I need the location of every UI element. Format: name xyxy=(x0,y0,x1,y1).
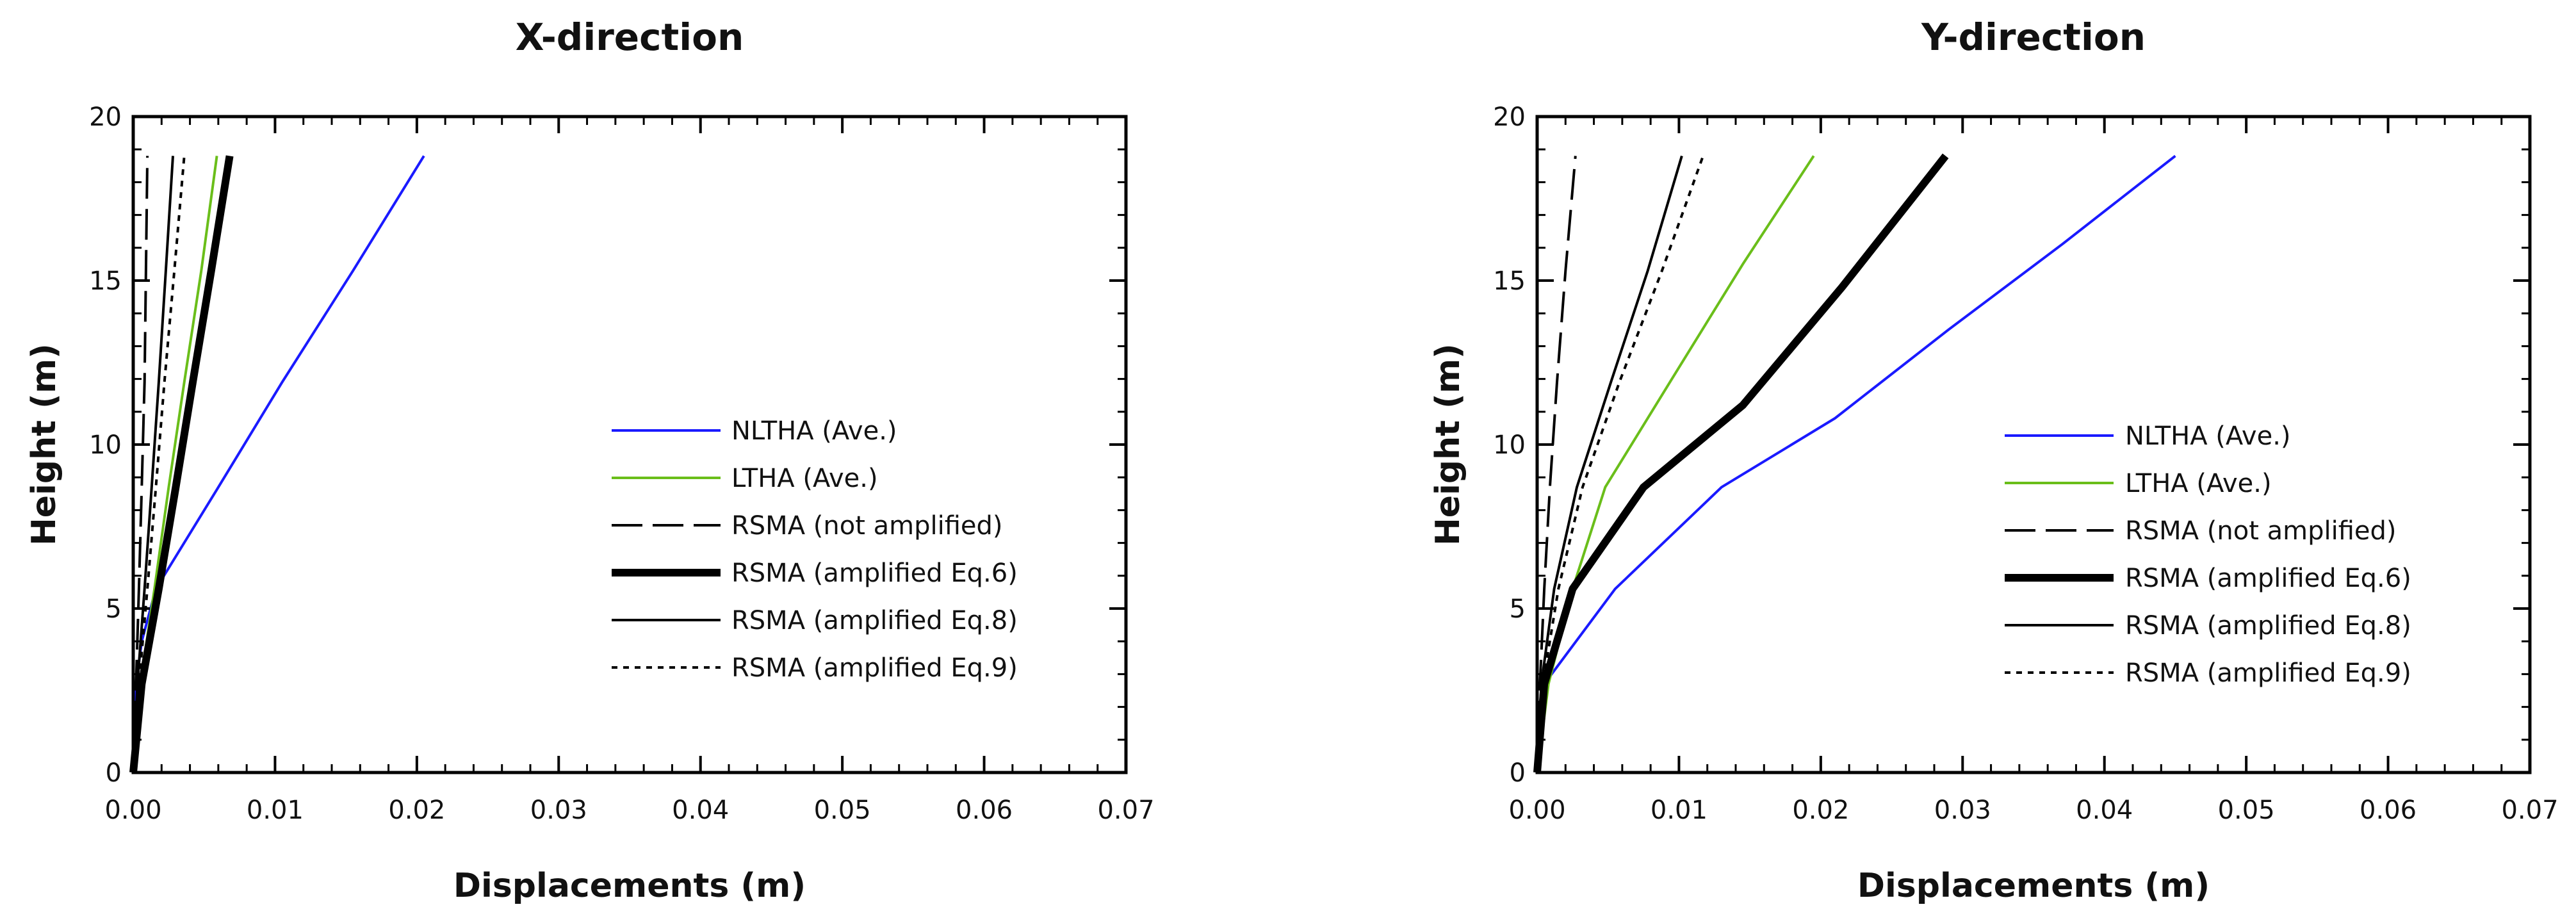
series-line-nltha-ave xyxy=(1536,154,2176,773)
series-group xyxy=(1533,153,2176,773)
series-line-rsma-not-amplified xyxy=(132,156,149,773)
series-line-rsma-amplified-eq-8 xyxy=(132,156,174,773)
legend-label: RSMA (not amplified) xyxy=(2125,516,2397,546)
chart-x-direction: X-direction 0.00 0.01 0.02 0.03 0.04 0.05 0.06 0… xyxy=(25,15,1155,905)
y-tick-label: 0 xyxy=(106,758,122,788)
y-tick-label: 10 xyxy=(1493,430,1526,460)
x-tick-label: 0.02 xyxy=(388,796,445,825)
legend: NLTHA (Ave.) LTHA (Ave.) RSMA (not amplifi… xyxy=(612,416,1018,683)
legend-label: RSMA (amplified Eq.8) xyxy=(731,606,1018,635)
x-tick-label: 0.05 xyxy=(2218,796,2275,825)
x-tick-label: 0.03 xyxy=(530,796,587,825)
series-line-rsma-amplified-eq-6 xyxy=(129,155,234,773)
series-group xyxy=(129,155,425,773)
chart-title: X-direction xyxy=(516,15,744,59)
x-axis-label: Displacements (m) xyxy=(453,867,806,905)
x-tick-label: 0.04 xyxy=(672,796,729,825)
x-axis-label: Displacements (m) xyxy=(1857,867,2210,905)
x-tick-label: 0.07 xyxy=(2501,796,2558,825)
x-tick-label: 0.02 xyxy=(1792,796,1849,825)
y-axis-label: Height (m) xyxy=(1429,343,1467,546)
x-tick-label: 0.06 xyxy=(956,796,1013,825)
legend-label: NLTHA (Ave.) xyxy=(731,416,897,446)
y-tick-label: 15 xyxy=(1493,266,1526,296)
y-tick-label: 10 xyxy=(89,430,122,460)
x-tick-label: 0.01 xyxy=(247,796,304,825)
series-line-rsma-not-amplified xyxy=(1536,156,1577,773)
legend-label: RSMA (amplified Eq.6) xyxy=(2125,564,2411,593)
legend-label: LTHA (Ave.) xyxy=(731,464,878,493)
series-line-rsma-amplified-eq-9 xyxy=(1536,155,1704,773)
legend-label: RSMA (amplified Eq.8) xyxy=(2125,611,2411,641)
legend-label: RSMA (amplified Eq.6) xyxy=(731,559,1018,588)
series-line-rsma-amplified-eq-8 xyxy=(1536,155,1683,773)
x-tick-label: 0.01 xyxy=(1651,796,1708,825)
x-tick-label: 0.00 xyxy=(104,796,161,825)
y-tick-label: 5 xyxy=(1510,594,1526,624)
x-tick-label: 0.05 xyxy=(814,796,871,825)
y-axis-label: Height (m) xyxy=(25,343,63,546)
x-tick-label: 0.07 xyxy=(1097,796,1154,825)
y-tick-label: 5 xyxy=(106,594,122,624)
legend-label: NLTHA (Ave.) xyxy=(2125,421,2291,451)
legend-label: RSMA (amplified Eq.9) xyxy=(731,653,1018,683)
y-tick-label: 20 xyxy=(1493,102,1526,132)
legend-label: LTHA (Ave.) xyxy=(2125,469,2272,498)
legend: NLTHA (Ave.) LTHA (Ave.) RSMA (not amplifi… xyxy=(2005,421,2411,688)
y-tick-label: 15 xyxy=(89,266,122,296)
y-tick-label: 0 xyxy=(1510,758,1526,788)
x-tick-label: 0.04 xyxy=(2076,796,2133,825)
series-line-rsma-amplified-eq-6 xyxy=(1533,153,1949,773)
x-tick-label: 0.00 xyxy=(1508,796,1565,825)
chart-title: Y-direction xyxy=(1921,15,2146,59)
legend-label: RSMA (not amplified) xyxy=(731,511,1003,541)
series-line-ltha-ave xyxy=(1536,155,1815,773)
chart-y-direction: Y-direction 0.00 0.01 0.02 0.03 0.04 0.05 0.06 0… xyxy=(1429,15,2559,905)
y-tick-label: 20 xyxy=(89,102,122,132)
x-tick-label: 0.06 xyxy=(2360,796,2417,825)
x-tick-label: 0.03 xyxy=(1934,796,1991,825)
legend-label: RSMA (amplified Eq.9) xyxy=(2125,658,2411,688)
